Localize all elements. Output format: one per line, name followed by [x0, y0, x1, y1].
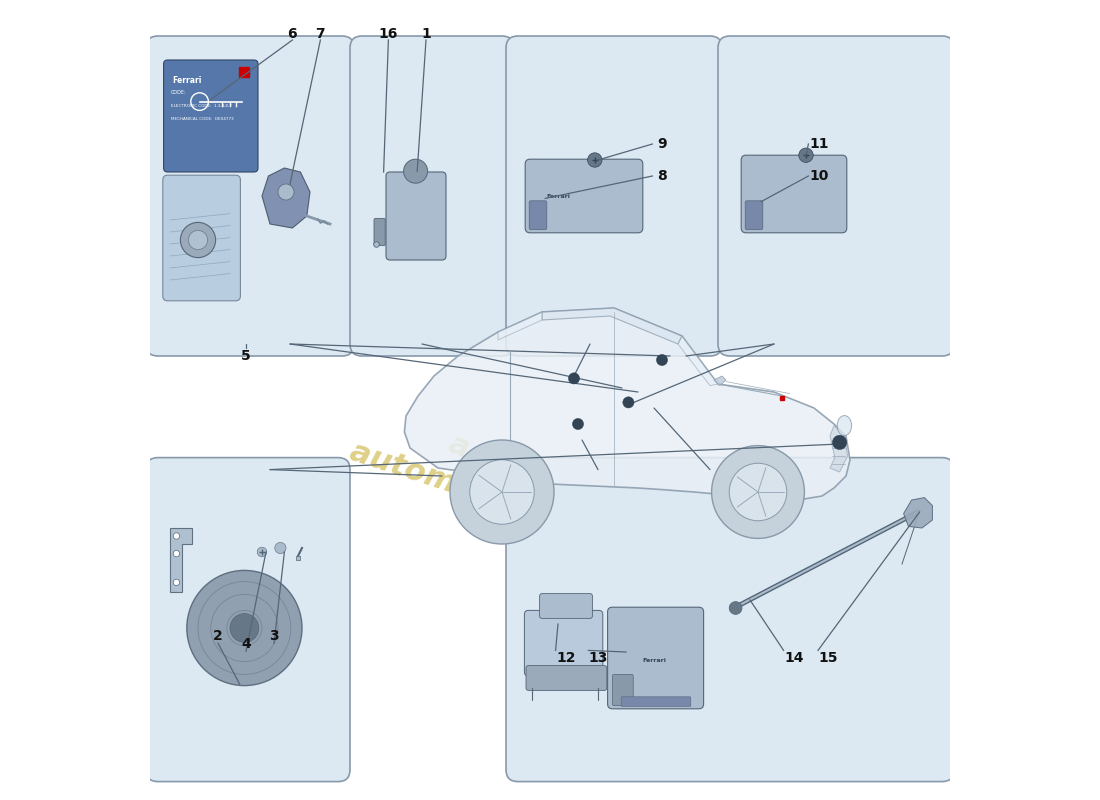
Text: ELECTRONIC CODE:  1,3,4,8,7: ELECTRONIC CODE: 1,3,4,8,7 — [170, 104, 232, 108]
Circle shape — [187, 570, 302, 686]
Circle shape — [257, 547, 267, 557]
FancyBboxPatch shape — [374, 218, 385, 246]
Circle shape — [188, 230, 208, 250]
Text: 11: 11 — [808, 137, 828, 151]
Polygon shape — [170, 528, 191, 592]
FancyBboxPatch shape — [164, 60, 258, 172]
Text: 7: 7 — [316, 26, 326, 41]
Text: 4: 4 — [241, 637, 251, 651]
FancyBboxPatch shape — [621, 697, 691, 706]
Circle shape — [173, 579, 179, 586]
Circle shape — [275, 542, 286, 554]
FancyBboxPatch shape — [607, 607, 704, 709]
Polygon shape — [542, 308, 682, 344]
Text: a passion for
automobiles since 1985: a passion for automobiles since 1985 — [345, 401, 755, 591]
Circle shape — [729, 463, 786, 521]
Circle shape — [799, 148, 813, 162]
FancyBboxPatch shape — [506, 36, 722, 356]
Polygon shape — [714, 376, 726, 386]
FancyBboxPatch shape — [525, 610, 603, 676]
FancyBboxPatch shape — [146, 36, 354, 356]
FancyBboxPatch shape — [529, 201, 547, 230]
Text: 15: 15 — [818, 650, 838, 665]
Text: Ferrari: Ferrari — [642, 658, 667, 662]
Circle shape — [729, 602, 743, 614]
FancyBboxPatch shape — [526, 666, 607, 690]
FancyBboxPatch shape — [741, 155, 847, 233]
Text: 5: 5 — [241, 349, 251, 363]
Text: 10: 10 — [810, 169, 828, 183]
Text: Ferrari: Ferrari — [546, 194, 570, 198]
Text: CODE:: CODE: — [170, 90, 186, 94]
Polygon shape — [262, 168, 310, 228]
Text: 14: 14 — [784, 650, 804, 665]
Circle shape — [173, 550, 179, 557]
Circle shape — [450, 440, 554, 544]
FancyBboxPatch shape — [525, 159, 642, 233]
Text: 8: 8 — [657, 169, 667, 183]
Text: 12: 12 — [557, 650, 575, 665]
FancyBboxPatch shape — [613, 674, 634, 706]
FancyBboxPatch shape — [745, 201, 762, 230]
Text: 16: 16 — [378, 26, 398, 41]
Circle shape — [572, 418, 584, 430]
Text: 2: 2 — [213, 629, 223, 643]
Text: 9: 9 — [657, 137, 667, 151]
FancyBboxPatch shape — [146, 458, 350, 782]
Circle shape — [173, 533, 179, 539]
Circle shape — [404, 159, 428, 183]
Circle shape — [833, 435, 847, 450]
Circle shape — [230, 614, 258, 642]
Circle shape — [180, 222, 216, 258]
FancyBboxPatch shape — [540, 594, 593, 618]
Text: MECHANICAL CODE:  DE04773: MECHANICAL CODE: DE04773 — [170, 117, 233, 121]
Circle shape — [623, 397, 634, 408]
FancyBboxPatch shape — [506, 458, 954, 782]
Text: 1: 1 — [421, 26, 431, 41]
Circle shape — [470, 460, 535, 524]
Polygon shape — [405, 308, 850, 500]
Text: 13: 13 — [588, 650, 607, 665]
FancyBboxPatch shape — [386, 172, 446, 260]
Polygon shape — [830, 426, 848, 472]
Text: 6: 6 — [287, 26, 297, 41]
Circle shape — [712, 446, 804, 538]
Text: Ferrari: Ferrari — [173, 76, 201, 85]
Polygon shape — [903, 498, 933, 528]
Polygon shape — [678, 336, 718, 386]
FancyBboxPatch shape — [718, 36, 954, 356]
FancyBboxPatch shape — [163, 175, 241, 301]
Circle shape — [278, 184, 294, 200]
Circle shape — [657, 354, 668, 366]
Ellipse shape — [837, 416, 851, 435]
Text: 3: 3 — [270, 629, 278, 643]
FancyBboxPatch shape — [350, 36, 514, 356]
Circle shape — [587, 153, 602, 167]
Circle shape — [569, 373, 580, 384]
Polygon shape — [498, 312, 542, 340]
